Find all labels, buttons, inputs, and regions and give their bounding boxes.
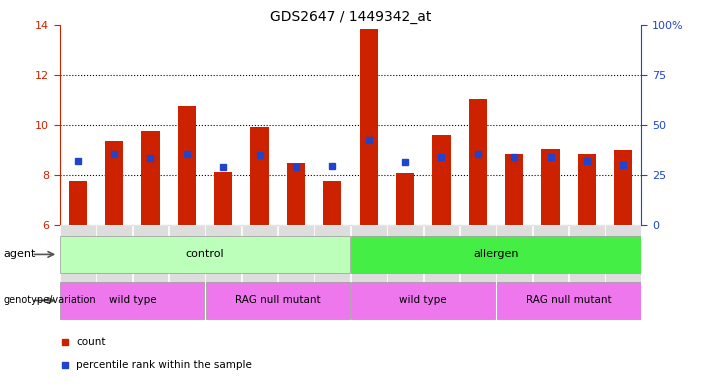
Bar xyxy=(142,131,160,225)
Bar xyxy=(460,225,496,284)
Bar xyxy=(214,172,232,225)
Bar xyxy=(250,127,268,225)
Title: GDS2647 / 1449342_at: GDS2647 / 1449342_at xyxy=(270,10,431,24)
Text: agent: agent xyxy=(4,249,36,260)
Bar xyxy=(360,29,378,225)
Text: wild type: wild type xyxy=(109,295,156,305)
Bar xyxy=(287,164,305,225)
Bar xyxy=(169,225,205,284)
Bar xyxy=(433,135,451,225)
Bar xyxy=(469,99,487,225)
Text: genotype/variation: genotype/variation xyxy=(4,295,96,306)
Bar xyxy=(60,236,350,273)
Text: control: control xyxy=(186,248,224,258)
Bar xyxy=(351,282,495,319)
Bar xyxy=(614,150,632,225)
Bar xyxy=(205,225,241,284)
Bar xyxy=(178,106,196,225)
Text: count: count xyxy=(76,337,105,347)
Bar xyxy=(423,225,459,284)
Bar xyxy=(242,225,278,284)
Bar xyxy=(96,225,132,284)
Bar xyxy=(351,225,386,284)
Text: RAG null mutant: RAG null mutant xyxy=(235,295,320,305)
Bar xyxy=(351,236,641,273)
Bar xyxy=(132,225,168,284)
Bar xyxy=(396,174,414,225)
Bar xyxy=(505,154,523,225)
Bar xyxy=(496,225,532,284)
Bar xyxy=(105,141,123,225)
Bar xyxy=(533,225,569,284)
Text: RAG null mutant: RAG null mutant xyxy=(526,295,611,305)
Bar xyxy=(60,282,204,319)
Bar xyxy=(387,225,423,284)
Bar xyxy=(606,225,641,284)
Bar xyxy=(60,225,95,284)
Text: wild type: wild type xyxy=(400,295,447,305)
Bar xyxy=(315,225,350,284)
Bar xyxy=(206,282,350,319)
Bar xyxy=(578,154,596,225)
Text: percentile rank within the sample: percentile rank within the sample xyxy=(76,360,252,370)
Bar xyxy=(323,181,341,225)
Bar xyxy=(541,149,559,225)
Bar xyxy=(497,282,641,319)
Bar xyxy=(569,225,605,284)
Bar xyxy=(69,181,87,225)
Bar xyxy=(278,225,314,284)
Text: allergen: allergen xyxy=(473,248,519,258)
